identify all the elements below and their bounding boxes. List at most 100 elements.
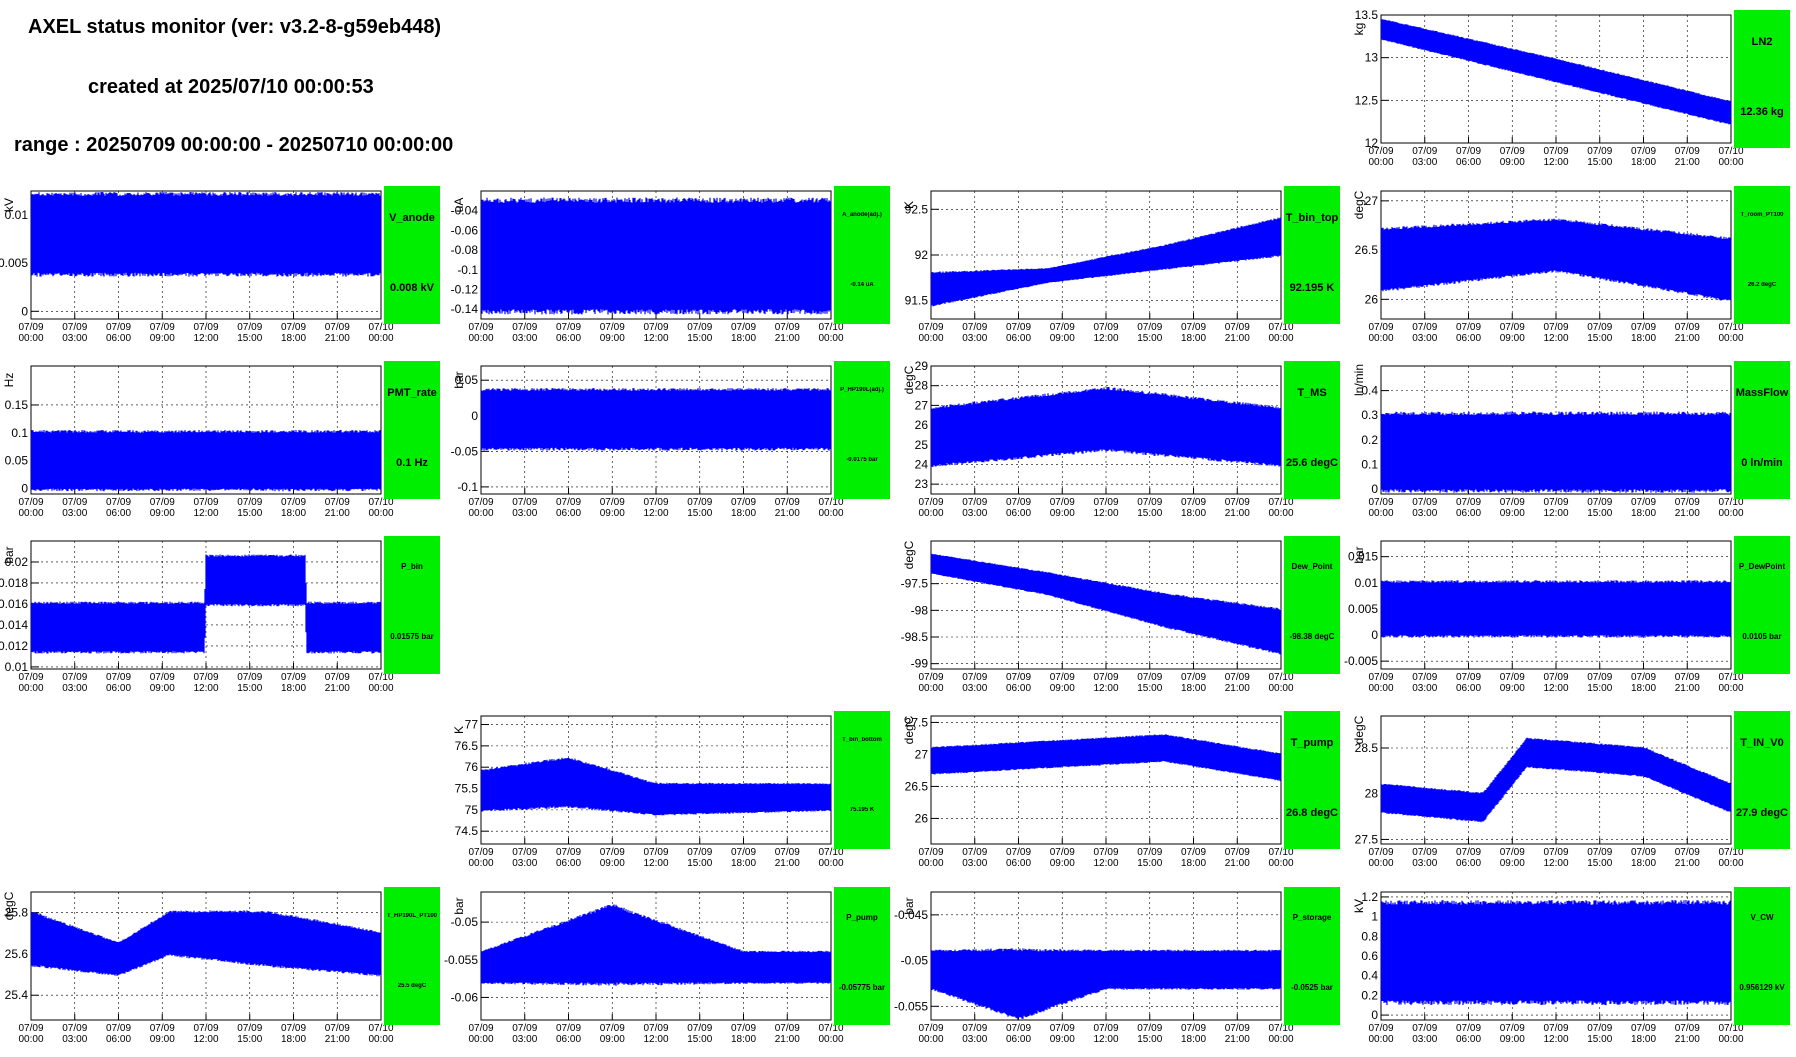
y-tick-label: 0.02 [5, 555, 29, 569]
y-tick-label: -0.055 [894, 999, 928, 1013]
status-name: A_anode(adj.) [842, 212, 882, 218]
y-tick-label: 92 [915, 248, 929, 262]
chart-t_hp190l: 07/0900:0007/0903:0007/0906:0007/0909:00… [2, 891, 394, 1045]
chart-t_bin_top: 07/0900:0007/0903:0007/0906:0007/0909:00… [902, 190, 1294, 344]
status-name: LN2 [1751, 36, 1773, 48]
y-tick-label: 1 [1371, 910, 1378, 924]
y-tick-label: 12.5 [1355, 93, 1379, 107]
x-tick-label-date: 07/09 [556, 322, 581, 333]
x-tick-label-time: 03:00 [1412, 333, 1437, 344]
x-tick-label-date: 07/09 [1500, 847, 1525, 858]
status-name: T_MS [1297, 387, 1327, 399]
time-range: range : 20250709 00:00:00 - 20250710 00:… [14, 134, 454, 156]
x-tick-label-time: 00:00 [18, 333, 43, 344]
x-tick-label-date: 07/09 [468, 1023, 493, 1034]
x-tick-label-time: 21:00 [1675, 683, 1700, 694]
chart-t_ms: 07/0900:0007/0903:0007/0906:0007/0909:00… [902, 359, 1294, 519]
x-tick-label-date: 07/09 [731, 497, 756, 508]
x-tick-label-date: 07/09 [1675, 1023, 1700, 1034]
x-tick-label-date: 07/09 [731, 847, 756, 858]
y-tick-label: 26.5 [1355, 243, 1379, 257]
status-value: 26.8 degC [1286, 807, 1338, 819]
x-tick-label-time: 00:00 [468, 508, 493, 519]
x-tick-label-date: 07/09 [1050, 322, 1075, 333]
y-axis-label: kV [2, 198, 16, 212]
data-series-t_in_v0 [1381, 737, 1731, 823]
x-tick-label-time: 18:00 [1631, 508, 1656, 519]
x-tick-label-time: 12:00 [1093, 683, 1118, 694]
x-tick-label-time: 12:00 [193, 1034, 218, 1045]
x-tick-label-time: 03:00 [512, 1034, 537, 1045]
status-box-t_in_v0: T_IN_V0 27.9 degC [1734, 711, 1790, 849]
x-tick-label-date: 07/09 [600, 322, 625, 333]
x-tick-label-date: 07/10 [1718, 847, 1743, 858]
x-tick-label-time: 00:00 [1718, 508, 1743, 519]
status-box-p_bin: P_bin 0.01575 bar [384, 536, 440, 674]
x-tick-label-time: 00:00 [918, 858, 943, 869]
x-tick-label-date: 07/09 [1093, 672, 1118, 683]
x-tick-label-time: 06:00 [1006, 1034, 1031, 1045]
y-tick-label: 25.6 [5, 947, 29, 961]
status-box-massflow: MassFlow 0 ln/min [1734, 361, 1790, 499]
y-tick-label: 0.3 [1361, 408, 1378, 422]
status-box-t_room: T_room_PT100 26.2 degC [1734, 186, 1790, 324]
x-tick-label-date: 07/09 [193, 1023, 218, 1034]
y-tick-label: -0.06 [451, 223, 479, 237]
x-tick-label-time: 06:00 [1456, 1034, 1481, 1045]
x-tick-label-time: 03:00 [962, 333, 987, 344]
y-tick-label: 25.4 [5, 988, 29, 1002]
status-box-pmt_rate: PMT_rate 0.1 Hz [384, 361, 440, 499]
chart-panel-p_storage: 07/09 00:00 07/09 03:00 07/09 06:00 07/09 09:00… [894, 887, 1340, 1045]
x-tick-label-date: 07/09 [918, 1023, 943, 1034]
y-tick-label: 0.012 [0, 639, 28, 653]
x-tick-label-date: 07/09 [1675, 497, 1700, 508]
x-tick-label-date: 07/09 [325, 497, 350, 508]
data-series-t_room [1381, 218, 1731, 301]
x-tick-label-time: 12:00 [643, 333, 668, 344]
x-tick-label-time: 15:00 [1137, 333, 1162, 344]
x-tick-label-time: 09:00 [1500, 683, 1525, 694]
x-tick-label-date: 07/09 [962, 847, 987, 858]
x-tick-label-date: 07/09 [775, 1023, 800, 1034]
status-box-t_bin_bottom: T_bin_bottom 75.195 K [834, 711, 890, 849]
x-tick-label-date: 07/09 [1050, 1023, 1075, 1034]
x-tick-label-time: 12:00 [193, 683, 218, 694]
x-tick-label-date: 07/09 [687, 322, 712, 333]
x-tick-label-time: 00:00 [918, 333, 943, 344]
x-tick-label-time: 18:00 [731, 858, 756, 869]
x-tick-label-date: 07/09 [325, 1023, 350, 1034]
x-tick-label-time: 18:00 [281, 683, 306, 694]
x-tick-label-time: 21:00 [775, 333, 800, 344]
y-tick-label: 27.5 [905, 715, 929, 729]
x-tick-label-date: 07/09 [62, 497, 87, 508]
chart-t_in_v0: 07/0900:0007/0903:0007/0906:0007/0909:00… [1352, 715, 1744, 869]
chart-panel-t_ms: 07/09 00:00 07/09 03:00 07/09 06:00 07/09 09:00… [900, 359, 1340, 519]
x-tick-label-date: 07/09 [62, 1023, 87, 1034]
x-tick-label-date: 07/09 [962, 497, 987, 508]
x-tick-label-time: 21:00 [1225, 508, 1250, 519]
x-tick-label-date: 07/09 [600, 1023, 625, 1034]
x-tick-label-time: 21:00 [325, 508, 350, 519]
x-tick-label-time: 18:00 [1631, 157, 1656, 168]
status-name: T_bin_bottom [842, 737, 882, 743]
x-tick-label-date: 07/09 [1631, 672, 1656, 683]
y-axis-label: uA [452, 198, 466, 213]
status-box-dew_point: Dew_Point -98.38 degC [1284, 536, 1340, 674]
x-tick-label-date: 07/10 [1268, 322, 1293, 333]
x-tick-label-time: 21:00 [1225, 1034, 1250, 1045]
x-tick-label-time: 00:00 [368, 683, 393, 694]
data-series-p_bin [31, 554, 381, 654]
x-tick-label-date: 07/09 [1675, 322, 1700, 333]
x-tick-label-time: 12:00 [1543, 683, 1568, 694]
y-tick-label: 0.015 [1348, 550, 1378, 564]
y-tick-label: 0 [21, 304, 28, 318]
x-tick-label-time: 15:00 [1137, 508, 1162, 519]
x-tick-label-date: 07/09 [237, 497, 262, 508]
status-value: 25.6 degC [1286, 457, 1338, 469]
chart-t_bin_bottom: 07/0900:0007/0903:0007/0906:0007/0909:00… [452, 715, 844, 869]
x-tick-label-time: 18:00 [1631, 858, 1656, 869]
x-tick-label-time: 00:00 [1718, 157, 1743, 168]
x-tick-label-time: 00:00 [1718, 333, 1743, 344]
x-tick-label-time: 18:00 [1631, 333, 1656, 344]
x-tick-label-time: 21:00 [1675, 157, 1700, 168]
